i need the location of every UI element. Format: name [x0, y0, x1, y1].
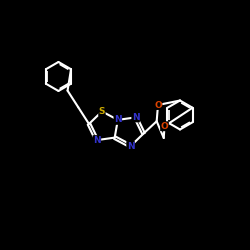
Text: O: O	[160, 122, 168, 131]
Text: N: N	[114, 116, 122, 124]
Text: O: O	[154, 100, 162, 110]
Text: N: N	[132, 113, 140, 122]
Text: S: S	[99, 107, 105, 116]
Text: N: N	[127, 142, 134, 150]
Text: N: N	[93, 136, 101, 144]
